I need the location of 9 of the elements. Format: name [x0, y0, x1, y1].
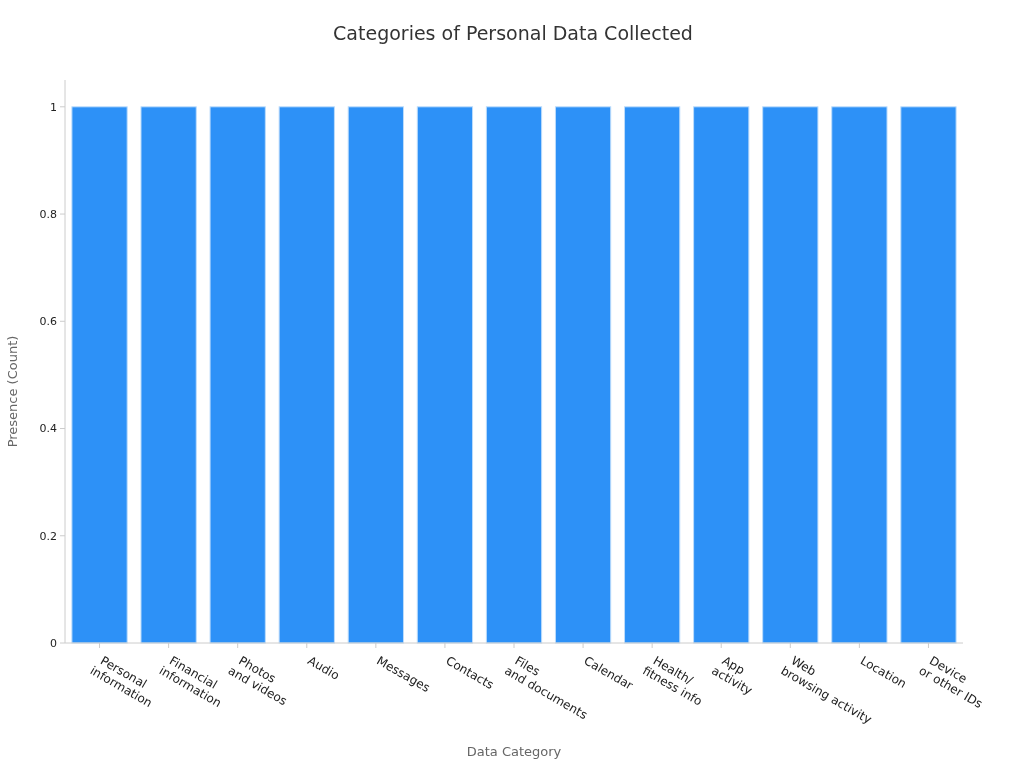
- y-axis-title: Presence (Count): [5, 335, 20, 448]
- y-tick-label: 0: [50, 636, 57, 650]
- y-tick-label: 0.8: [39, 207, 57, 221]
- y-tick-label: 0.2: [39, 529, 57, 543]
- x-axis-title: Data Category: [466, 744, 562, 759]
- y-tick-label: 0.4: [39, 422, 57, 436]
- chart-title: Categories of Personal Data Collected: [333, 22, 693, 44]
- y-tick-label: 0.6: [39, 315, 57, 329]
- y-tick-label: 1: [50, 100, 57, 114]
